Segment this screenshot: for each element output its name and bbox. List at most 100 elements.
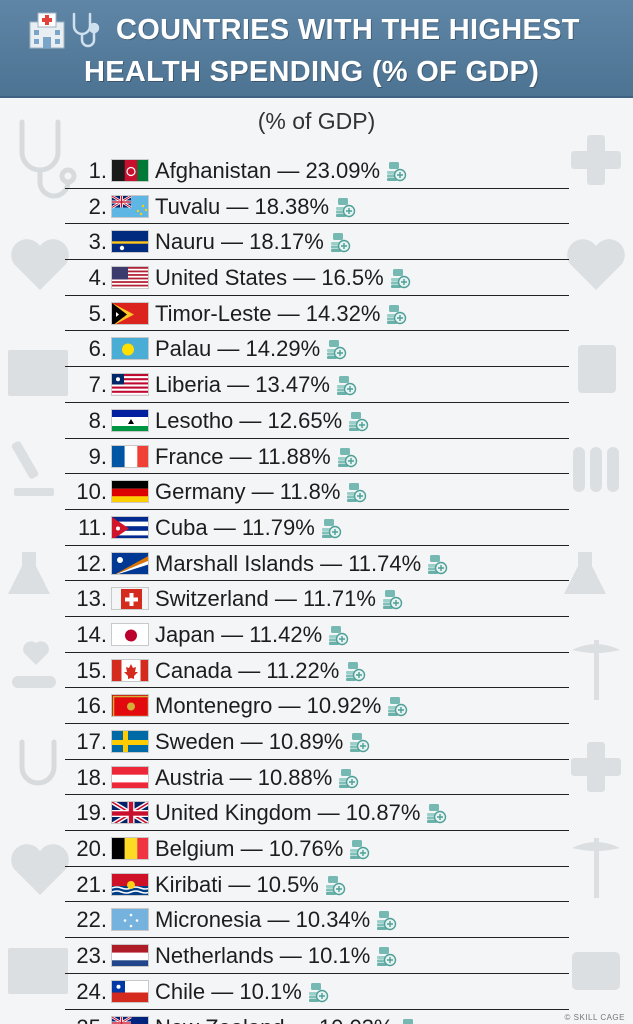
list-item: 6. Palau — 14.29%	[65, 331, 569, 368]
flag-sweden-icon	[111, 730, 149, 753]
flag-japan-icon	[111, 622, 149, 646]
spending-value: 11.88%	[257, 443, 331, 469]
money-stack-icon	[381, 588, 403, 610]
hospital-icon	[29, 12, 65, 49]
separator: —	[234, 729, 269, 754]
money-stack-icon	[375, 945, 397, 967]
country-name: Sweden	[155, 729, 235, 754]
money-stack-icon	[389, 267, 411, 289]
country-entry: United Kingdom — 10.87%	[155, 800, 447, 826]
separator: —	[311, 800, 346, 826]
country-name: Canada	[155, 657, 233, 683]
country-name: France	[155, 443, 224, 469]
list-item: 13. Switzerland — 11.71%	[65, 581, 569, 617]
separator: —	[223, 443, 258, 469]
spending-value: 23.09%	[305, 158, 381, 183]
flag-afghanistan-icon	[111, 159, 149, 182]
flag-micronesia-icon	[111, 908, 149, 932]
rank-number: 19.	[76, 800, 107, 826]
money-stack-icon	[347, 410, 369, 432]
money-stack-icon	[327, 624, 349, 646]
money-stack-icon	[385, 160, 407, 182]
country-entry: Belgium — 10.76%	[155, 836, 370, 862]
country-name: United States	[155, 265, 288, 291]
list-item: 19. United Kingdom — 10.87%	[65, 795, 569, 832]
rank-number: 16.	[76, 693, 107, 719]
country-entry: Canada — 11.22%	[155, 658, 366, 684]
country-entry: Switzerland — 11.71%	[155, 586, 403, 612]
rank-number: 7.	[88, 372, 107, 398]
list-item: 7. Liberia — 13.47%	[65, 367, 569, 403]
flag-netherlands-icon	[111, 944, 149, 968]
rank-number: 20.	[76, 836, 107, 862]
country-entry: Kiribati — 10.5%	[155, 872, 346, 898]
ranking-list: 1. Afghanistan — 23.09% 2. Tuvalu — 18.38% 3…	[65, 153, 569, 1024]
list-item: 25. New Zealand — 10.03%	[65, 1010, 569, 1024]
country-name: Belgium	[155, 836, 235, 862]
country-entry: Marshall Islands — 11.74%	[155, 551, 448, 577]
separator: —	[287, 265, 322, 291]
flag-germany-icon	[111, 480, 149, 504]
country-entry: Sweden — 10.89%	[155, 729, 370, 755]
separator: —	[233, 407, 268, 433]
flag-france-icon	[111, 444, 149, 468]
flag-nauru-icon	[111, 230, 149, 254]
country-name: Palau	[155, 336, 212, 362]
flag-montenegro-icon	[111, 694, 149, 718]
money-stack-icon	[337, 767, 359, 789]
country-entry: Nauru — 18.17%	[155, 229, 351, 255]
country-entry: Austria — 10.88%	[155, 765, 359, 791]
spending-value: 14.32%	[305, 300, 381, 326]
country-name: Timor-Leste	[155, 300, 272, 326]
money-stack-icon	[336, 446, 358, 468]
spending-value: 11.79%	[241, 514, 315, 540]
list-item: 18. Austria — 10.88%	[65, 760, 569, 796]
list-item: 21. Kiribati — 10.5%	[65, 867, 569, 903]
country-name: Netherlands	[155, 943, 274, 969]
country-name: Chile	[155, 978, 206, 1004]
watermark: © SKILL CAGE	[564, 1013, 625, 1022]
list-item: 1. Afghanistan — 23.09%	[65, 153, 569, 189]
spending-value: 11.8%	[279, 479, 341, 505]
country-entry: Palau — 14.29%	[155, 336, 347, 362]
spending-value: 11.42%	[249, 621, 323, 647]
stethoscope-icon	[72, 12, 100, 48]
rank-number: 5.	[88, 300, 107, 326]
country-entry: New Zealand — 10.03%	[155, 1015, 421, 1024]
country-entry: Chile — 10.1%	[155, 979, 329, 1005]
country-name: New Zealand	[155, 1015, 285, 1024]
spending-value: 11.22%	[266, 657, 340, 683]
country-name: Germany	[155, 479, 246, 505]
separator: —	[271, 158, 306, 183]
separator: —	[271, 300, 306, 326]
country-name: Montenegro	[155, 693, 273, 719]
money-stack-icon	[348, 731, 370, 753]
money-stack-icon	[385, 303, 407, 325]
list-item: 14. Japan — 11.42%	[65, 617, 569, 653]
country-name: Marshall Islands	[155, 550, 314, 576]
list-item: 11. Cuba — 11.79%	[65, 510, 569, 546]
separator: —	[313, 550, 349, 576]
spending-value: 11.74%	[348, 550, 422, 576]
separator: —	[234, 836, 269, 862]
rank-number: 9.	[88, 443, 107, 469]
rank-number: 10.	[76, 479, 107, 505]
money-stack-icon	[335, 374, 357, 396]
money-stack-icon	[307, 981, 329, 1003]
rank-number: 13.	[76, 586, 107, 612]
flag-liberia-icon	[111, 373, 149, 397]
rank-number: 2.	[88, 193, 107, 219]
spending-value: 10.88%	[257, 764, 333, 790]
country-entry: Cuba — 11.79%	[155, 515, 342, 541]
list-item: 9. France — 11.88%	[65, 439, 569, 475]
list-item: 10. Germany — 11.8%	[65, 474, 569, 510]
country-entry: Afghanistan — 23.09%	[155, 158, 407, 184]
money-stack-icon	[399, 1017, 421, 1024]
country-entry: Timor-Leste — 14.32%	[155, 301, 407, 327]
flag-austria-icon	[111, 765, 149, 789]
money-stack-icon	[348, 838, 370, 860]
list-item: 8. Lesotho — 12.65%	[65, 403, 569, 439]
country-name: United Kingdom	[155, 800, 312, 826]
country-entry: Tuvalu — 18.38%	[155, 194, 356, 220]
rank-number: 3.	[88, 229, 107, 255]
